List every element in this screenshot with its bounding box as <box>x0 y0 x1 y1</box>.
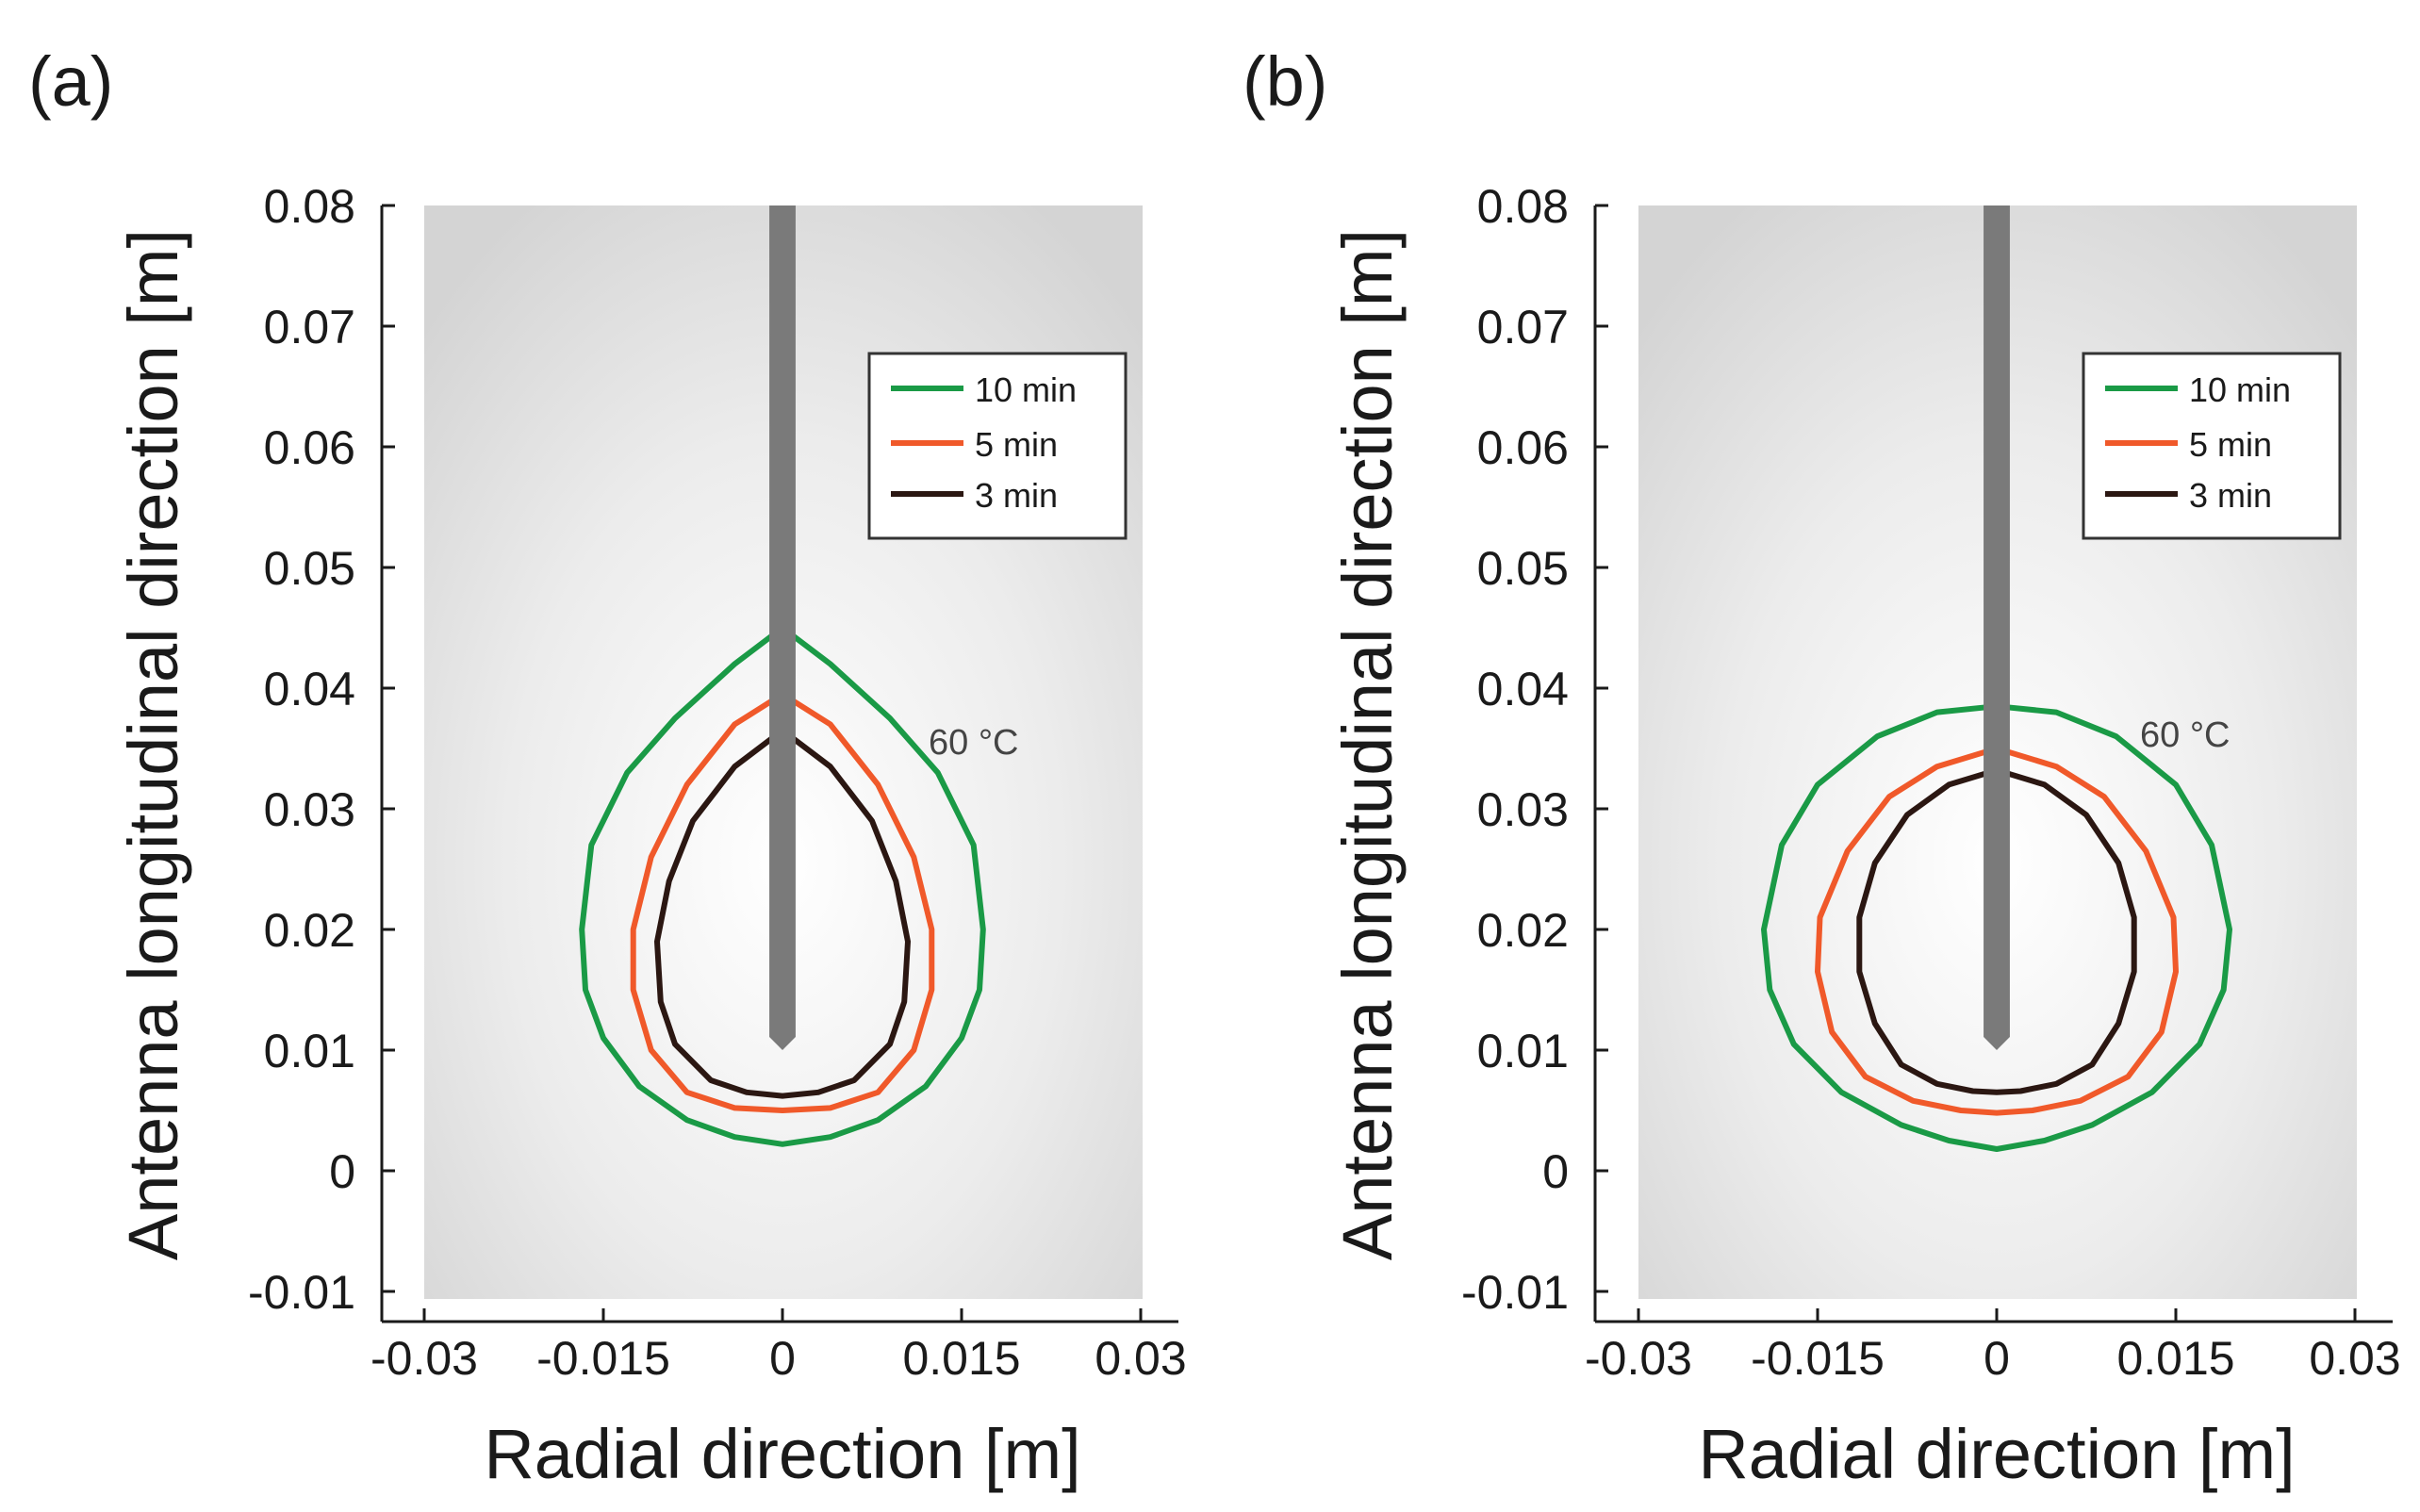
x-tick-label: -0.03 <box>1585 1332 1692 1385</box>
x-axis-label: Radial direction [m] <box>1698 1415 2295 1493</box>
x-tick-label: 0.03 <box>2309 1332 2400 1385</box>
legend-item-10-min: 10 min <box>2105 370 2291 409</box>
x-ticks: -0.03 -0.015 0 0.015 0.03 <box>370 1308 1187 1385</box>
x-tick-label: -0.015 <box>1751 1332 1885 1385</box>
y-tick-label: 0.07 <box>1477 301 1569 353</box>
y-tick-label: 0.03 <box>264 783 355 836</box>
legend-label: 5 min <box>2189 425 2272 464</box>
y-tick-label: 0.08 <box>264 180 355 233</box>
antenna <box>769 205 796 1050</box>
legend-label: 3 min <box>975 476 1058 515</box>
y-ticks: -0.01 0 0.01 0.02 0.03 0.04 0.05 0.06 0.07 0.08 <box>248 180 395 1319</box>
axes <box>1593 205 2393 1323</box>
contour-curves <box>579 625 986 1147</box>
panel-b: (b) -0.03 -0.015 0 0.015 0.03 -0.01 0 0.01 0.02… <box>1243 42 2401 1493</box>
antenna-shaft <box>769 205 796 1050</box>
legend-item-3-min: 3 min <box>891 476 1058 515</box>
legend-item-3-min: 3 min <box>2105 476 2272 515</box>
x-tick-label: 0.015 <box>902 1332 1020 1385</box>
series-3-min-contour <box>1856 767 2137 1095</box>
panel-a: (a) -0.03 -0.015 0 0.015 0.03 -0.01 0 0.01 0.02… <box>28 42 1187 1493</box>
y-axis-label: Antenna longitudinal direction [m] <box>114 229 192 1260</box>
panel-label: (b) <box>1243 42 1327 121</box>
y-tick-label: 0.05 <box>1477 542 1569 595</box>
annotation-60c: 60 °C <box>929 723 1018 763</box>
x-tick-label: 0.015 <box>2116 1332 2234 1385</box>
annotation-60c: 60 °C <box>2140 715 2230 755</box>
legend-label: 5 min <box>975 425 1058 464</box>
series-10-min-contour <box>579 625 986 1147</box>
y-tick-label: -0.01 <box>1461 1266 1569 1319</box>
x-axis-label: Radial direction [m] <box>484 1415 1080 1493</box>
contour-curves <box>1761 703 2232 1152</box>
x-tick-label: -0.015 <box>536 1332 670 1385</box>
y-axis-label: Antenna longitudinal direction [m] <box>1328 229 1407 1260</box>
y-tick-label: 0 <box>1542 1145 1569 1198</box>
x-tick-label: 0 <box>1984 1332 2010 1385</box>
antenna <box>1984 205 2010 1050</box>
x-tick-label: 0.03 <box>1095 1332 1186 1385</box>
series-5-min-contour <box>1815 746 2179 1116</box>
legend-label: 10 min <box>2189 370 2291 409</box>
axes <box>380 205 1178 1323</box>
series-5-min-contour <box>630 691 935 1113</box>
y-tick-label: 0.05 <box>264 542 355 595</box>
y-tick-label: 0.03 <box>1477 783 1569 836</box>
legend: 10 min 5 min 3 min <box>867 352 1128 540</box>
legend-label: 10 min <box>975 370 1077 409</box>
y-tick-label: 0.07 <box>264 301 355 353</box>
y-tick-label: 0.08 <box>1477 180 1569 233</box>
legend-item-5-min: 5 min <box>891 425 1058 464</box>
y-tick-label: 0.06 <box>1477 421 1569 474</box>
y-tick-label: 0.04 <box>1477 663 1569 715</box>
y-tick-label: 0.06 <box>264 421 355 474</box>
x-tick-label: 0 <box>769 1332 796 1385</box>
legend-item-10-min: 10 min <box>891 370 1077 409</box>
series-10-min-contour <box>1761 703 2232 1152</box>
x-tick-label: -0.03 <box>370 1332 478 1385</box>
y-tick-label: 0.01 <box>264 1025 355 1077</box>
panel-label: (a) <box>28 42 113 121</box>
antenna-shaft <box>1984 205 2010 1050</box>
legend: 10 min 5 min 3 min <box>2082 352 2342 540</box>
legend-item-5-min: 5 min <box>2105 425 2272 464</box>
y-tick-label: 0.02 <box>1477 904 1569 957</box>
y-tick-label: 0 <box>329 1145 355 1198</box>
y-tick-label: 0.04 <box>264 663 355 715</box>
y-tick-label: -0.01 <box>248 1266 355 1319</box>
series-3-min-contour <box>654 727 911 1099</box>
y-tick-label: 0.01 <box>1477 1025 1569 1077</box>
y-tick-label: 0.02 <box>264 904 355 957</box>
legend-label: 3 min <box>2189 476 2272 515</box>
y-ticks: -0.01 0 0.01 0.02 0.03 0.04 0.05 0.06 0.07 0.08 <box>1461 180 1608 1319</box>
x-ticks: -0.03 -0.015 0 0.015 0.03 <box>1585 1308 2401 1385</box>
